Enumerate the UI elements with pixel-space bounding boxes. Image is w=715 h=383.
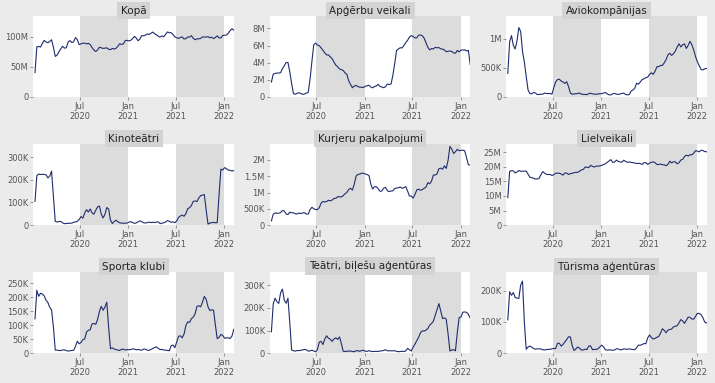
Title: Kinoteātri: Kinoteātri <box>108 134 159 144</box>
Bar <box>365 144 413 225</box>
Bar <box>506 272 553 353</box>
Bar <box>34 272 234 353</box>
Bar <box>506 272 707 353</box>
Bar <box>225 272 234 353</box>
Bar <box>270 144 470 225</box>
Title: Kopā: Kopā <box>121 6 147 16</box>
Bar <box>128 16 176 97</box>
Bar <box>128 144 176 225</box>
Bar <box>601 272 649 353</box>
Title: Aviokompānijas: Aviokompānijas <box>566 6 647 16</box>
Bar <box>365 272 413 353</box>
Bar <box>34 144 234 225</box>
Bar <box>34 16 80 97</box>
Title: Kurjeru pakalpojumi: Kurjeru pakalpojumi <box>317 134 423 144</box>
Bar <box>506 144 707 225</box>
Bar <box>270 272 316 353</box>
Title: Sporta klubi: Sporta klubi <box>102 262 165 272</box>
Bar <box>128 272 176 353</box>
Bar <box>601 144 649 225</box>
Bar <box>270 16 316 97</box>
Bar <box>34 16 234 97</box>
Bar <box>270 16 470 97</box>
Title: Apģērbu veikali: Apģērbu veikali <box>330 6 411 16</box>
Title: Teātri, biļešu aģentūras: Teātri, biļešu aģentūras <box>309 260 432 272</box>
Bar <box>460 144 470 225</box>
Bar <box>506 16 707 97</box>
Bar <box>460 272 470 353</box>
Bar <box>697 16 707 97</box>
Bar <box>225 16 234 97</box>
Bar <box>506 144 553 225</box>
Bar <box>460 16 470 97</box>
Title: Tūrisma aģentūras: Tūrisma aģentūras <box>557 262 656 272</box>
Bar <box>697 272 707 353</box>
Bar <box>34 272 80 353</box>
Bar <box>270 272 470 353</box>
Bar <box>270 144 316 225</box>
Bar <box>697 144 707 225</box>
Title: Lielveikali: Lielveikali <box>581 134 633 144</box>
Bar <box>225 144 234 225</box>
Bar <box>506 16 553 97</box>
Bar <box>601 16 649 97</box>
Bar <box>365 16 413 97</box>
Bar <box>34 144 80 225</box>
